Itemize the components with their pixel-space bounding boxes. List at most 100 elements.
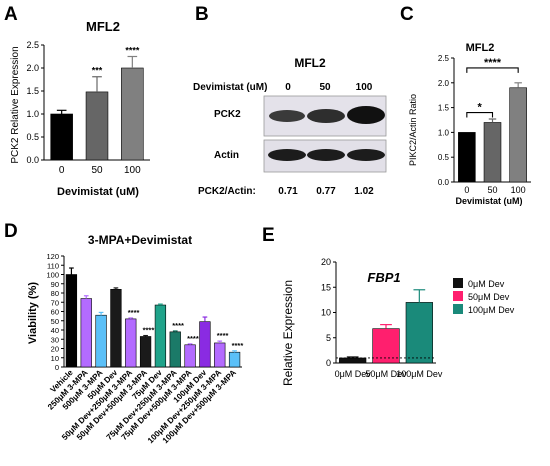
panel-d-ytick-label-3: 30: [51, 335, 59, 344]
panel-c-ytick-label-0: 0.0: [438, 178, 450, 187]
panel-c-xtick-label-1: 50: [487, 185, 497, 195]
blot-ratio-50: 0.77: [316, 186, 336, 197]
panel-d-bar-11: [228, 351, 241, 368]
panel-e-ytick-label-3: 15: [321, 282, 331, 292]
panel-a-sig-1: ***: [92, 66, 103, 76]
panel-c-bracket-label-1: ****: [484, 57, 502, 69]
blot-band-actin-50: [307, 149, 345, 161]
panel-d-ytick-label-9: 90: [51, 280, 59, 289]
panel-c-xlabel: Devimistat (uM): [455, 196, 522, 206]
panel-c-ytick-label-4: 2.0: [438, 79, 450, 88]
panel-d-ytick-label-11: 110: [47, 261, 59, 270]
panel-e-ytick-label-0: 0: [326, 358, 331, 368]
panel-c-ytick-label-2: 1.0: [438, 128, 450, 137]
panel-c-bar-0: [458, 132, 476, 183]
panel-e-xtick-label-2: 100μM Dev: [396, 369, 443, 379]
panel-label-c: C: [400, 4, 414, 25]
panel-e-ytick-label-4: 20: [321, 257, 331, 267]
panel-c-bracket-label-0: *: [478, 102, 483, 114]
panel-c-title: MFL2: [466, 42, 495, 54]
panel-d-bar-5: [139, 336, 152, 368]
blot-dose-label: Devimistat (uM): [193, 82, 267, 93]
panel-a-sig-2: ****: [125, 46, 140, 56]
panel-d-sig-10: ****: [217, 331, 229, 340]
panel-c-ytick-label-3: 1.5: [438, 104, 450, 113]
panel-d-bar-6: [154, 304, 167, 368]
panel-d-ytick-label-12: 120: [46, 252, 59, 261]
blot-band-label-pck2: PCK2: [214, 109, 241, 120]
panel-d-ytick-label-5: 50: [51, 317, 59, 326]
panel-d-ytick-label-8: 80: [51, 289, 59, 298]
blot-band-label-actin: Actin: [214, 150, 239, 161]
panel-d-ytick-label-7: 70: [51, 298, 59, 307]
panel-e-legend-swatch-2: [453, 304, 463, 314]
panel-a-ylabel: PCK2 Relative Expression: [10, 46, 21, 163]
panel-d-ytick-label-2: 20: [51, 345, 59, 354]
panel-e-bar-1: [372, 328, 400, 364]
panel-d-ytick-label-6: 60: [51, 308, 59, 317]
panel-b-blot: MFL2 Devimistat (uM) 0 50 100 PCK2 Actin…: [193, 56, 387, 197]
panel-e-ylabel: Relative Expression: [281, 280, 295, 386]
panel-d-ytick-label-10: 100: [46, 271, 59, 280]
panel-a-ytick-label-4: 2.0: [26, 63, 39, 73]
panel-a-ytick-label-0: 0.0: [26, 155, 39, 165]
panel-d-sig-11: ****: [232, 341, 244, 350]
panel-e-bar-0: [339, 357, 367, 364]
panel-label-d: D: [4, 221, 18, 242]
panel-c-bracket-0: [466, 112, 494, 118]
panel-e-legend-label-0: 0μM Dev: [468, 279, 505, 289]
blot-band-pck2-50: [307, 109, 345, 123]
panel-c-bar-2: [509, 87, 527, 183]
panel-e-ytick-label-2: 10: [321, 308, 331, 318]
blot-band-actin-0: [268, 149, 306, 161]
panel-a-xtick-label-1: 50: [91, 165, 103, 176]
panel-a-bar-0: [50, 113, 73, 161]
panel-c-ylabel: PIKC2/Actin Ratio: [408, 94, 418, 166]
panel-label-b: B: [195, 4, 209, 25]
panel-d-bar-3: [110, 288, 122, 368]
panel-d-bar-7: [169, 331, 181, 368]
panel-label-e: E: [262, 225, 275, 246]
panel-c-bar-1: [483, 122, 502, 183]
panel-c-xtick-label-2: 100: [511, 185, 526, 195]
panel-d-ytick-label-0: 0: [55, 363, 59, 372]
panel-d-bar-0: [65, 274, 78, 368]
panel-a-xlabel: Devimistat (uM): [57, 186, 139, 198]
panel-c-ytick-label-5: 2.5: [438, 54, 450, 63]
panel-a-ytick-label-2: 1.0: [26, 109, 39, 119]
blot-dose-100: 100: [356, 82, 373, 93]
panel-e-xtick-label-0: 0μM Dev: [335, 369, 372, 379]
panel-d-sig-7: ****: [172, 321, 184, 330]
panel-d-ylabel: Viability (%): [27, 282, 39, 344]
panel-e-legend-swatch-1: [453, 291, 463, 301]
panel-a-bar-1: [85, 91, 109, 161]
blot-ratio-0: 0.71: [278, 186, 298, 197]
panel-e-title: FBP1: [367, 270, 400, 285]
blot-ratio-100: 1.02: [354, 186, 374, 197]
panel-d-bar-1: [80, 298, 92, 368]
blot-title: MFL2: [294, 56, 326, 70]
blot-ratio-label: PCK2/Actin:: [198, 186, 256, 197]
panel-c-xtick-label-0: 0: [464, 185, 469, 195]
panel-d-chart: 3-MPA+Devimistat Viability (%) 010203040…: [27, 233, 243, 445]
panel-d-sig-4: ****: [128, 308, 140, 317]
panel-a-chart: MFL2 Devimistat (uM) PCK2 Relative Expre…: [10, 19, 150, 198]
panel-e-legend-label-2: 100μM Dev: [468, 305, 515, 315]
panel-e-ytick-label-1: 5: [326, 333, 331, 343]
panel-d-title: 3-MPA+Devimistat: [88, 233, 192, 247]
panel-d-ytick-label-1: 10: [51, 354, 59, 363]
panel-d-bar-10: [214, 342, 226, 368]
panel-a-title: MFL2: [86, 19, 120, 34]
blot-band-pck2-100: [347, 106, 385, 124]
panel-c-bracket-1: [466, 67, 519, 73]
panel-d-sig-5: ****: [143, 326, 155, 335]
blot-band-pck2-0: [269, 110, 305, 122]
panel-e-chart: FBP1 Relative Expression 0 5 10 15 20 0μM Dev…: [281, 257, 515, 386]
panel-e-bar-2: [405, 302, 433, 364]
panel-a-ytick-label-5: 2.5: [26, 40, 39, 50]
panel-a-ytick-label-3: 1.5: [26, 86, 39, 96]
panel-a-bar-2: [121, 67, 144, 161]
panel-d-bar-4: [125, 318, 137, 368]
panel-c-chart: MFL2 Devimistat (uM) PIKC2/Actin Ratio 0…: [408, 42, 531, 206]
